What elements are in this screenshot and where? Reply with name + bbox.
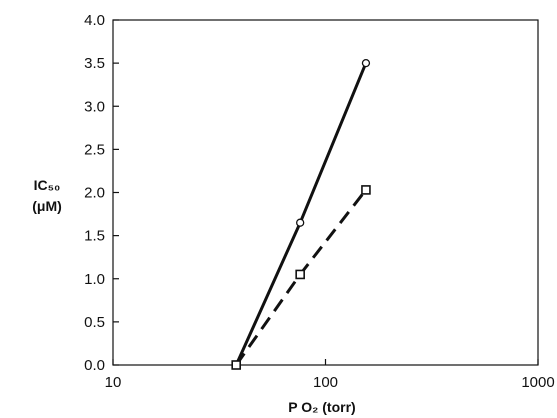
- y-tick-label: 4.0: [84, 12, 105, 29]
- y-axis-label-line-1: IC₅₀: [34, 177, 61, 193]
- y-tick-label: 3.0: [84, 98, 105, 115]
- series-2-point: [295, 269, 305, 280]
- series-group: [231, 58, 371, 370]
- series-2-point: [361, 185, 371, 195]
- x-tick-label: 10: [105, 374, 122, 391]
- y-tick-label: 0.5: [84, 314, 105, 331]
- y-tick-label: 2.0: [84, 185, 105, 202]
- plot-area: [112, 19, 539, 366]
- series-1-point: [361, 58, 371, 68]
- y-tick-label: 2.5: [84, 141, 105, 158]
- x-axis: 10 100 1000: [105, 359, 555, 391]
- y-tick-label: 1.0: [84, 271, 105, 288]
- series-1-point: [296, 218, 305, 227]
- x-tick-label: 1000: [521, 374, 554, 391]
- y-tick-label: 3.5: [84, 55, 105, 72]
- y-tick-label: 0.0: [84, 357, 105, 374]
- y-axis-label-line-2: (μM): [32, 198, 62, 214]
- x-axis-label: P O₂ (torr): [288, 399, 355, 415]
- series-2-point: [231, 360, 242, 370]
- y-axis: 0.0 0.5 1.0 1.5 2.0 2.5 3.0 3.5 4.0: [84, 12, 119, 374]
- y-tick-label: 1.5: [84, 228, 105, 245]
- x-tick-label: 100: [313, 374, 338, 391]
